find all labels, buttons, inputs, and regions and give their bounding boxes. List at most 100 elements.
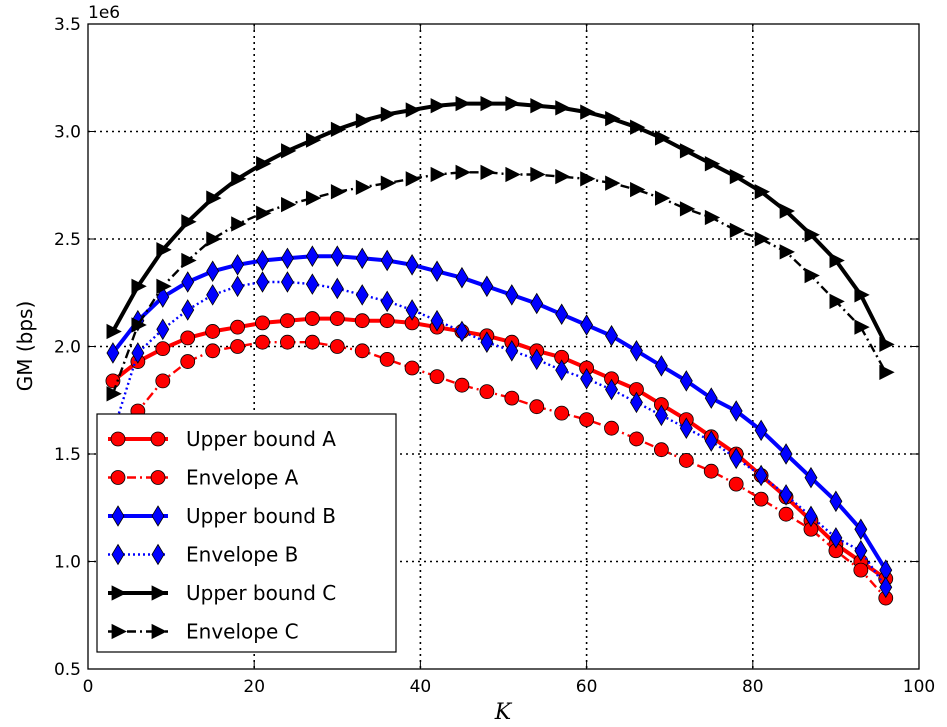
x-tick-label: 40: [410, 677, 432, 697]
data-point: [555, 359, 569, 381]
data-point: [753, 491, 769, 507]
data-point: [804, 466, 818, 489]
data-point: [704, 387, 718, 409]
legend-marker: [151, 623, 167, 640]
data-point: [205, 343, 221, 359]
data-point: [678, 453, 694, 468]
data-point: [206, 284, 220, 306]
data-point: [106, 342, 120, 364]
legend-marker: [151, 585, 167, 601]
data-point: [778, 506, 794, 522]
data-point: [530, 166, 546, 183]
ticks: [87, 23, 920, 670]
data-point: [779, 484, 793, 506]
data-point: [480, 164, 496, 180]
data-point: [879, 576, 893, 599]
data-point: [554, 405, 570, 421]
x-axis-label: K: [494, 700, 513, 725]
series-3: [106, 245, 893, 581]
legend-label: Upper bound C: [186, 581, 336, 605]
data-point: [530, 98, 546, 114]
data-point: [231, 254, 245, 276]
series-2: [105, 334, 894, 606]
data-point: [505, 340, 519, 362]
legend-label: Envelope C: [186, 620, 299, 644]
data-point: [181, 252, 197, 269]
data-point: [280, 271, 294, 293]
series-5: [106, 95, 895, 352]
data-point: [405, 171, 421, 187]
data-point: [629, 431, 644, 447]
legend: Upper bound A Envelope A Upper bound B Enve…: [96, 413, 397, 653]
data-point: [430, 260, 444, 283]
data-point: [804, 505, 818, 528]
y-offset-text: 1e6: [88, 3, 120, 23]
data-point: [729, 222, 746, 239]
data-point: [256, 156, 272, 172]
data-point: [256, 205, 272, 221]
data-point: [505, 284, 519, 306]
data-point: [429, 369, 445, 385]
data-point: [580, 314, 594, 336]
data-point: [555, 303, 569, 326]
data-point: [455, 95, 471, 112]
data-point: [679, 201, 696, 217]
data-point: [729, 447, 743, 470]
data-point: [455, 266, 469, 289]
data-point: [106, 323, 122, 340]
y-tick-label: 3.0: [54, 123, 81, 143]
legend-label: Envelope A: [186, 466, 299, 490]
data-point: [155, 341, 171, 357]
data-point: [405, 102, 421, 118]
legend-marker: [111, 543, 125, 566]
legend-marker: [150, 470, 166, 485]
x-tick-label: 20: [243, 677, 265, 697]
data-point: [580, 171, 596, 187]
data-point: [355, 179, 372, 196]
y-axis-label: GM (bps): [13, 301, 37, 392]
data-point: [804, 227, 820, 243]
data-point: [430, 98, 446, 114]
data-point: [305, 190, 322, 206]
data-point: [454, 377, 470, 393]
data-point: [679, 370, 693, 392]
data-point: [630, 181, 646, 198]
data-point: [854, 539, 868, 562]
data-point: [131, 278, 147, 294]
data-point: [779, 203, 795, 219]
data-point: [704, 209, 721, 226]
data-point: [703, 463, 719, 479]
data-point: [156, 242, 172, 258]
data-point: [729, 400, 743, 422]
data-point: [854, 319, 870, 335]
data-point: [455, 320, 469, 343]
x-tick-label: 0: [83, 677, 94, 697]
data-point: [405, 299, 419, 321]
data-point: [280, 247, 294, 270]
data-point: [829, 527, 843, 549]
legend-marker: [111, 623, 127, 640]
data-point: [180, 354, 196, 369]
data-point: [280, 313, 295, 329]
data-point: [854, 287, 870, 303]
data-point: [629, 391, 643, 414]
data-point: [404, 360, 420, 376]
data-point: [380, 290, 394, 313]
data-point: [504, 390, 520, 406]
data-point: [728, 476, 744, 492]
data-point: [729, 169, 746, 185]
legend-marker: [111, 505, 125, 527]
data-point: [754, 231, 771, 247]
legend-marker: [110, 431, 126, 447]
data-point: [430, 309, 444, 332]
data-point: [654, 355, 668, 377]
data-point: [380, 175, 397, 191]
data-point: [829, 293, 845, 309]
data-point: [505, 95, 521, 112]
data-point: [329, 311, 345, 326]
data-point: [281, 143, 297, 159]
data-point: [380, 106, 397, 122]
data-point: [505, 166, 521, 183]
data-point: [829, 252, 845, 269]
data-point: [155, 373, 171, 389]
